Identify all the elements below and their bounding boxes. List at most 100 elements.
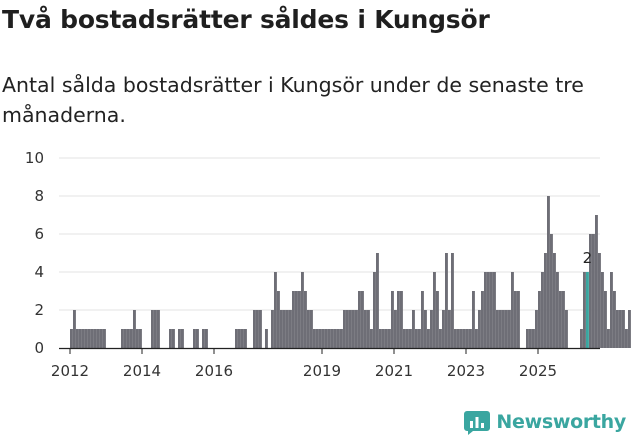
bar bbox=[388, 329, 391, 348]
bar bbox=[379, 329, 382, 348]
bar bbox=[613, 291, 616, 348]
bar bbox=[610, 272, 613, 348]
bar bbox=[544, 253, 547, 348]
bar bbox=[580, 329, 583, 348]
bar bbox=[508, 310, 511, 348]
annotations: 2 bbox=[583, 249, 593, 267]
bar bbox=[328, 329, 331, 348]
bar bbox=[352, 310, 355, 348]
bar bbox=[583, 272, 586, 348]
bar bbox=[319, 329, 322, 348]
bar bbox=[136, 329, 139, 348]
bar bbox=[256, 310, 259, 348]
bar bbox=[265, 329, 268, 348]
bar bbox=[181, 329, 184, 348]
bar bbox=[499, 310, 502, 348]
bar bbox=[298, 291, 301, 348]
bar bbox=[241, 329, 244, 348]
grid-lines bbox=[59, 157, 600, 311]
bar bbox=[79, 329, 82, 348]
bar bbox=[121, 329, 124, 348]
newsworthy-logo-icon bbox=[464, 411, 491, 435]
bar bbox=[502, 310, 505, 348]
bar bbox=[283, 310, 286, 348]
bar bbox=[628, 310, 631, 348]
bar bbox=[442, 310, 445, 348]
bar bbox=[475, 329, 478, 348]
bar bbox=[133, 310, 136, 348]
bar bbox=[88, 329, 91, 348]
bar bbox=[301, 272, 304, 348]
bar bbox=[463, 329, 466, 348]
bar bbox=[193, 329, 196, 348]
bar bbox=[472, 291, 475, 348]
bars bbox=[70, 196, 631, 348]
bar bbox=[304, 291, 307, 348]
bar bbox=[430, 310, 433, 348]
bar bbox=[370, 329, 373, 348]
bar bbox=[286, 310, 289, 348]
bar bbox=[625, 329, 628, 348]
bar bbox=[421, 291, 424, 348]
bar bbox=[415, 329, 418, 348]
bar bbox=[295, 291, 298, 348]
bar bbox=[154, 310, 157, 348]
bar bbox=[124, 329, 127, 348]
bar bbox=[436, 291, 439, 348]
bar bbox=[178, 329, 181, 348]
bar bbox=[469, 329, 472, 348]
bar bbox=[433, 272, 436, 348]
bar bbox=[76, 329, 79, 348]
bar bbox=[73, 310, 76, 348]
x-tick-label: 2019 bbox=[303, 362, 341, 380]
bar bbox=[589, 234, 592, 348]
bar bbox=[334, 329, 337, 348]
bar bbox=[466, 329, 469, 348]
bar bbox=[403, 329, 406, 348]
bar-highlight bbox=[586, 272, 589, 348]
bar bbox=[493, 272, 496, 348]
bar bbox=[292, 291, 295, 348]
bar bbox=[397, 291, 400, 348]
x-tick-label: 2016 bbox=[195, 362, 233, 380]
bar bbox=[391, 291, 394, 348]
bar bbox=[235, 329, 238, 348]
bar bbox=[346, 310, 349, 348]
bar bbox=[517, 291, 520, 348]
x-axis-labels: 2012 2014 2016 2019 2021 2023 2025 bbox=[51, 362, 557, 380]
y-tick-label: 2 bbox=[34, 301, 44, 319]
bar bbox=[487, 272, 490, 348]
bar bbox=[169, 329, 172, 348]
y-tick-label: 4 bbox=[34, 263, 44, 281]
bar bbox=[496, 310, 499, 348]
bar bbox=[202, 329, 205, 348]
bar bbox=[259, 310, 262, 348]
x-tick-label: 2014 bbox=[123, 362, 161, 380]
bar bbox=[445, 253, 448, 348]
bar bbox=[358, 291, 361, 348]
bar bbox=[439, 329, 442, 348]
bar bbox=[349, 310, 352, 348]
bar bbox=[424, 310, 427, 348]
bar bbox=[619, 310, 622, 348]
bar bbox=[343, 310, 346, 348]
bar bbox=[454, 329, 457, 348]
bar bbox=[271, 310, 274, 348]
bar bbox=[97, 329, 100, 348]
bar bbox=[553, 253, 556, 348]
bar bbox=[418, 329, 421, 348]
bar bbox=[376, 253, 379, 348]
bar bbox=[547, 196, 550, 348]
bar bbox=[205, 329, 208, 348]
bar bbox=[538, 291, 541, 348]
y-tick-label: 8 bbox=[34, 187, 44, 205]
bar bbox=[541, 272, 544, 348]
bar bbox=[373, 272, 376, 348]
bar bbox=[598, 253, 601, 348]
chart-subtitle: Antal sålda bostadsrätter i Kungsör unde… bbox=[2, 73, 584, 127]
bar bbox=[355, 310, 358, 348]
bar bbox=[364, 310, 367, 348]
bar bbox=[313, 329, 316, 348]
y-axis-labels: 0 2 4 6 8 10 bbox=[25, 149, 44, 357]
